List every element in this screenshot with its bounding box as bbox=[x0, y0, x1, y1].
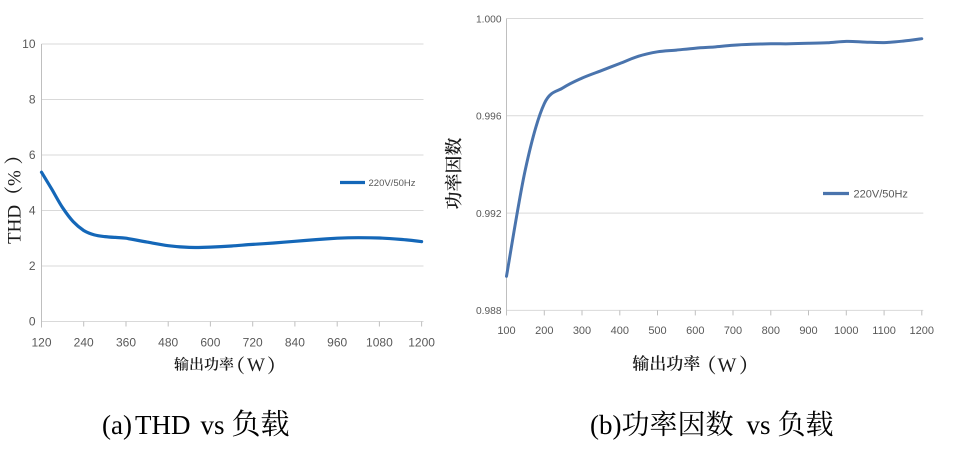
svg-text:240: 240 bbox=[74, 336, 94, 350]
svg-text:600: 600 bbox=[200, 336, 220, 350]
svg-text:220V/50Hz: 220V/50Hz bbox=[369, 178, 416, 189]
svg-text:W: W bbox=[247, 355, 265, 376]
svg-text:120: 120 bbox=[31, 336, 51, 350]
svg-text:10: 10 bbox=[22, 37, 36, 51]
svg-text:1100: 1100 bbox=[872, 325, 896, 337]
svg-text:4: 4 bbox=[29, 204, 36, 218]
svg-text:200: 200 bbox=[535, 325, 553, 337]
svg-text:1080: 1080 bbox=[366, 336, 393, 350]
svg-text:800: 800 bbox=[762, 325, 780, 337]
svg-text:1.000: 1.000 bbox=[476, 14, 502, 25]
svg-text:400: 400 bbox=[611, 325, 629, 337]
svg-text:0: 0 bbox=[29, 315, 36, 329]
svg-text:THD: THD bbox=[135, 410, 191, 440]
svg-text:840: 840 bbox=[285, 336, 305, 350]
svg-text:THD: THD bbox=[5, 205, 26, 244]
svg-text:W: W bbox=[718, 355, 737, 377]
svg-text:300: 300 bbox=[573, 325, 591, 337]
svg-text:480: 480 bbox=[158, 336, 178, 350]
svg-text:1200: 1200 bbox=[408, 336, 435, 350]
svg-text:100: 100 bbox=[497, 325, 515, 337]
svg-text:vs: vs bbox=[747, 410, 771, 440]
svg-text:(b): (b) bbox=[590, 410, 621, 440]
svg-text:vs: vs bbox=[201, 410, 225, 440]
svg-text:6: 6 bbox=[29, 148, 36, 162]
svg-text:700: 700 bbox=[724, 325, 742, 337]
svg-text:(a): (a) bbox=[102, 410, 132, 440]
svg-text:0.996: 0.996 bbox=[476, 112, 502, 123]
svg-text:1200: 1200 bbox=[910, 325, 934, 337]
svg-text:900: 900 bbox=[799, 325, 817, 337]
svg-text:0.992: 0.992 bbox=[476, 209, 502, 220]
svg-text:600: 600 bbox=[686, 325, 704, 337]
svg-text:720: 720 bbox=[243, 336, 263, 350]
svg-text:%: % bbox=[5, 170, 26, 186]
svg-text:360: 360 bbox=[116, 336, 136, 350]
svg-text:2: 2 bbox=[29, 259, 36, 273]
svg-text:960: 960 bbox=[327, 336, 347, 350]
svg-text:8: 8 bbox=[29, 93, 36, 107]
svg-text:500: 500 bbox=[648, 325, 666, 337]
svg-text:1000: 1000 bbox=[834, 325, 858, 337]
svg-text:0.988: 0.988 bbox=[476, 306, 502, 317]
svg-text:220V/50Hz: 220V/50Hz bbox=[854, 189, 908, 201]
